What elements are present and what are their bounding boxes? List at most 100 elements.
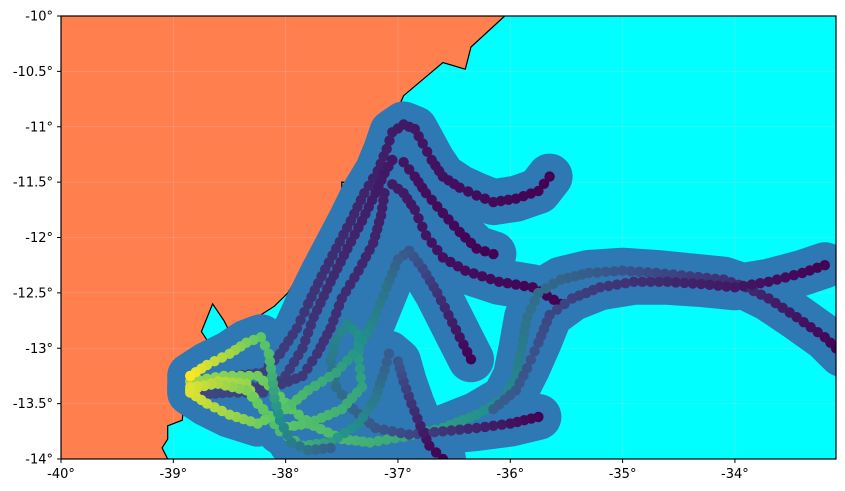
y-tick-label: -13° [25,342,53,357]
track-point [488,404,499,415]
track-point [426,154,437,166]
track-point [325,442,336,454]
track-point [243,370,255,382]
track-point [517,335,529,346]
track-point [529,346,540,357]
track-point [679,277,690,289]
track-point [667,269,679,280]
track-point [395,427,406,439]
track-point [417,221,428,232]
track-point [381,434,392,445]
track-point [651,267,662,279]
track-point [387,127,398,138]
track-point [308,312,319,323]
track-point [331,381,342,393]
track-point [609,266,620,277]
track-point [510,279,522,290]
x-tick-label: -36° [496,467,524,482]
x-tick-label: -37° [384,467,412,482]
track-point [488,420,499,431]
track-point [620,278,631,289]
track-point [302,444,314,456]
track-point [185,387,196,398]
track-point [373,435,384,447]
track-point [336,326,347,337]
track-point [634,266,645,277]
track-point [797,267,808,279]
track-point [252,370,263,382]
track-point [420,230,432,241]
y-tick-label: -10.5° [13,65,53,80]
track-point [611,279,623,290]
track-point [485,273,496,285]
track-point [637,276,648,287]
track-point [653,276,665,287]
track-point [463,423,474,434]
track-point [404,429,415,440]
land-area [61,16,505,459]
track-point [738,280,749,292]
track-point [317,443,329,454]
track-point [642,267,654,278]
y-tick-label: -14° [25,453,53,468]
y-tick-label: -11.5° [13,176,53,191]
track-point [625,266,637,277]
y-tick-label: -12.5° [13,286,53,301]
track-point [746,279,757,290]
track-point [617,265,628,276]
track-point [479,246,491,257]
track-point [392,356,404,367]
track-point [502,278,513,289]
track-point [454,424,465,435]
track-point [311,348,323,359]
track-point [771,274,783,285]
track-point [533,337,544,348]
track-point [496,419,508,430]
track-point [437,426,449,437]
track-point [538,178,550,189]
track-point [548,278,559,290]
track-point [302,298,314,310]
track-point [430,447,442,458]
track-point [729,282,741,293]
track-point [600,266,611,277]
track-points-layer [185,119,836,459]
track-point [519,327,530,338]
x-tick-label: -40° [47,467,75,482]
track-point [628,276,639,287]
track-point [426,237,437,248]
track-point [432,244,443,256]
track-point [409,171,420,182]
y-tick-label: -10° [25,10,53,25]
track-point [300,335,311,346]
track-point [446,425,457,436]
x-axis-ticks: -40° -39° -38° -37° -36° -35° -34° [47,459,749,482]
track-point [755,278,766,289]
track-point [712,280,724,291]
track-point [259,340,271,351]
track-point [471,190,482,201]
track-point [505,418,516,429]
track-point [310,444,321,455]
track-point [429,426,440,438]
track-point [445,256,456,268]
track-point [559,298,570,310]
track-point [493,276,505,287]
track-point [488,248,499,260]
track-point [294,441,305,452]
y-axis-ticks: -10° -10.5° -11° -11.5° -12° -12.5° -13° -13.5°… [13,10,61,468]
track-point [544,171,555,182]
track-point [533,287,544,299]
track-point [354,363,365,374]
track-point [336,389,347,400]
track-point [452,261,464,272]
track-point [566,293,578,304]
track-point [479,421,491,433]
track-point [307,356,318,367]
track-point [398,157,409,168]
track-point [479,193,491,204]
y-tick-label: -11° [25,120,53,135]
track-point [696,278,707,290]
track-point [302,363,313,374]
track-point [413,213,424,224]
